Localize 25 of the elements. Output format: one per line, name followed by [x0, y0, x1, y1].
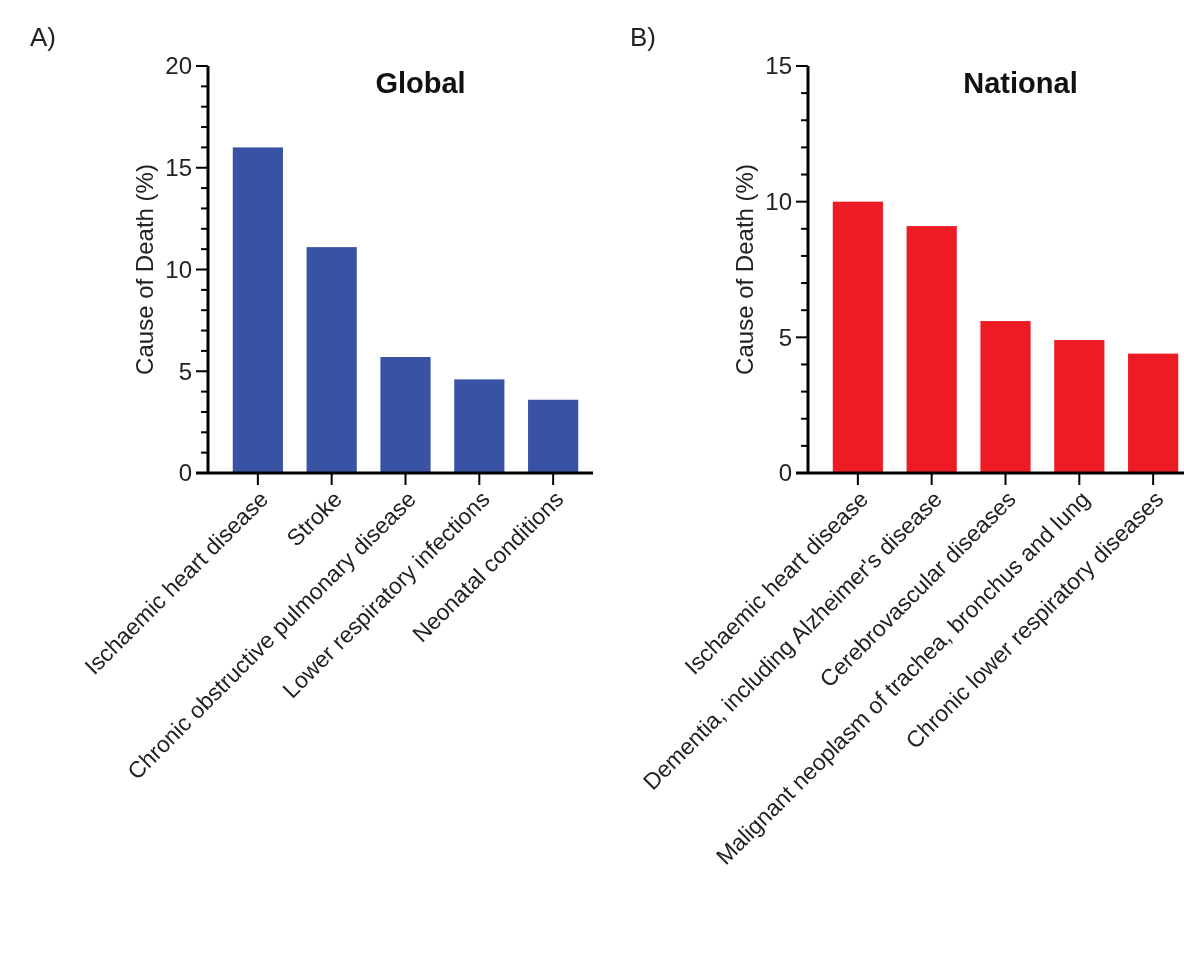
bar [832, 201, 883, 473]
y-tick-label: 5 [778, 323, 792, 351]
bar [528, 399, 579, 473]
bar [906, 226, 957, 473]
y-tick-label: 10 [765, 188, 792, 216]
bar [1054, 340, 1105, 473]
bar [380, 357, 431, 473]
bar [980, 321, 1031, 473]
y-axis-title: Cause of Death (%) [131, 164, 158, 375]
text: A) [30, 22, 56, 52]
y-tick-label: 0 [178, 459, 192, 487]
chart-title: National [963, 67, 1078, 99]
bar [306, 247, 357, 473]
y-tick-label: 15 [765, 52, 792, 80]
chart-title: Global [375, 67, 466, 99]
y-tick-label: 10 [165, 255, 192, 283]
text: B) [630, 22, 656, 52]
y-tick-label: 0 [778, 459, 792, 487]
y-tick-label: 20 [165, 52, 192, 80]
bar [1128, 353, 1179, 473]
bar [232, 147, 283, 473]
y-tick-label: 5 [178, 357, 192, 385]
y-tick-label: 15 [165, 154, 192, 182]
y-axis-title: Cause of Death (%) [731, 164, 758, 375]
bar [454, 379, 505, 473]
